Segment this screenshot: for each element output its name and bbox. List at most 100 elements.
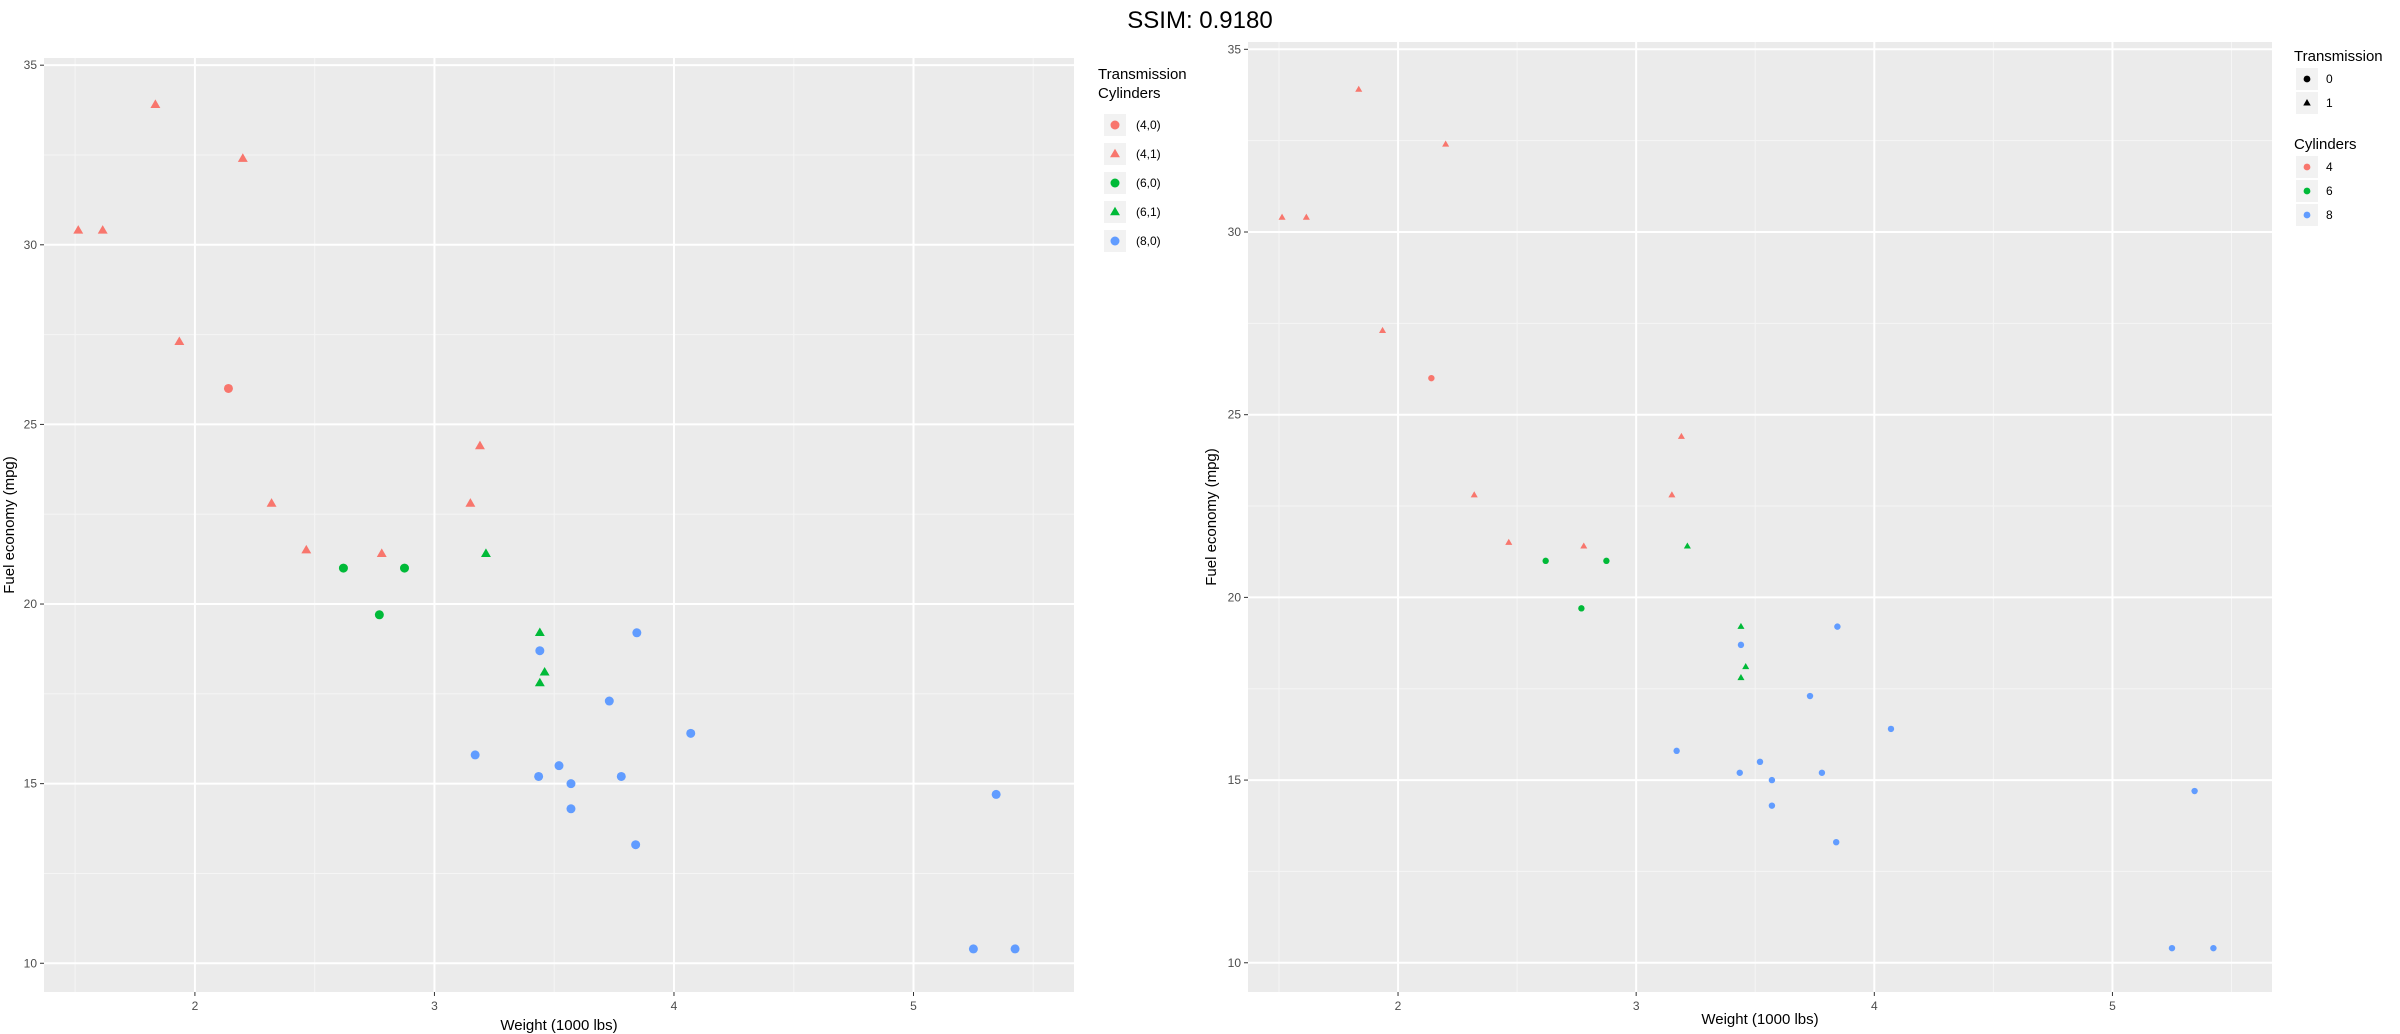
data-point (470, 750, 480, 760)
legend-label: (4,1) (1136, 147, 1161, 161)
data-point (632, 628, 642, 638)
y-tick-label: 25 (24, 417, 38, 431)
data-point (991, 789, 1001, 799)
data-point (1737, 673, 1745, 681)
data-point (1683, 542, 1691, 549)
data-point (535, 646, 545, 656)
data-point (604, 696, 614, 706)
legend-label: (6,1) (1136, 205, 1161, 219)
y-tick-label: 10 (24, 956, 38, 970)
data-point (1756, 758, 1764, 766)
data-point (266, 498, 277, 507)
legend-marker (2303, 187, 2311, 195)
data-point (1278, 213, 1286, 220)
x-tick-label: 5 (910, 999, 917, 1013)
legend-label: 6 (2326, 184, 2333, 198)
data-point (301, 544, 312, 554)
data-point (174, 336, 185, 346)
x-axis-label: Weight (1000 lbs) (1701, 1011, 1818, 1028)
data-point (631, 840, 641, 850)
y-tick-label: 35 (24, 58, 38, 72)
data-point (534, 771, 544, 781)
y-tick-label: 35 (1228, 42, 1242, 56)
data-point (374, 610, 384, 620)
y-tick-label: 20 (1228, 590, 1242, 604)
x-tick-label: 3 (1633, 999, 1640, 1013)
data-point (1834, 623, 1841, 630)
data-point (480, 548, 491, 557)
data-point (1806, 692, 1814, 700)
data-point (338, 563, 348, 573)
data-point (1668, 491, 1676, 498)
data-point (1818, 769, 1826, 776)
data-point (616, 771, 626, 781)
legend-marker (2303, 75, 2311, 83)
data-point (1736, 769, 1743, 776)
data-point (1302, 213, 1310, 220)
legend-title: Transmission (1098, 66, 1187, 83)
data-point (539, 666, 550, 676)
data-point (1442, 140, 1450, 147)
data-point (1428, 374, 1435, 382)
data-point (1578, 605, 1585, 612)
data-point (1505, 538, 1513, 545)
data-point (686, 728, 696, 738)
plot-panel (44, 58, 1074, 992)
data-point (2210, 944, 2217, 952)
data-point (465, 498, 476, 507)
data-point (1580, 542, 1588, 549)
plot-panel (1248, 42, 2272, 992)
legend-marker (2303, 211, 2311, 219)
data-point (968, 944, 978, 954)
legend-marker (1110, 178, 1120, 188)
legend-label: (8,0) (1136, 234, 1161, 248)
data-point (1673, 747, 1680, 755)
data-point (534, 677, 545, 687)
y-tick-label: 30 (24, 238, 38, 252)
data-point (474, 440, 485, 450)
y-tick-label: 25 (1228, 408, 1242, 422)
legend-label: 8 (2326, 208, 2333, 222)
legend-marker (2303, 98, 2311, 106)
data-point (1887, 725, 1895, 733)
y-tick-label: 30 (1228, 225, 1242, 239)
x-tick-label: 4 (1871, 999, 1878, 1013)
data-point (2191, 787, 2198, 795)
legend-marker (1110, 120, 1120, 130)
legend: Transmission Cylinders (4,0) (4,1) (6,0) (6,1… (1098, 66, 1187, 252)
data-point (237, 153, 248, 162)
data-point (73, 225, 84, 234)
data-point (1677, 432, 1685, 439)
data-point (566, 804, 576, 814)
data-point (554, 761, 564, 771)
data-point (1603, 557, 1610, 565)
data-point (1737, 622, 1745, 629)
data-point (1768, 776, 1776, 784)
x-tick-label: 4 (671, 999, 678, 1013)
legend-marker (1110, 206, 1120, 216)
data-point (223, 383, 233, 393)
legend-marker (1110, 236, 1120, 246)
data-point (1379, 326, 1387, 333)
x-axis-label: Weight (1000 lbs) (500, 1017, 617, 1034)
y-tick-label: 15 (24, 777, 38, 791)
legend-label: 4 (2326, 160, 2333, 174)
data-point (534, 627, 545, 637)
legend-label: 1 (2326, 96, 2333, 110)
legend-label: (6,0) (1136, 176, 1161, 190)
data-point (1833, 838, 1840, 846)
figure-title: SSIM: 0.9180 (1127, 7, 1272, 34)
data-point (1542, 557, 1549, 565)
y-tick-label: 20 (24, 597, 38, 611)
data-point (1010, 944, 1020, 954)
y-tick-label: 10 (1228, 956, 1242, 970)
legend: Transmission 0 1 Cylinders 4 6 8 (2294, 48, 2383, 226)
data-point (1768, 802, 1776, 809)
y-axis-label: Fuel economy (mpg) (1, 456, 18, 594)
legend-label: (4,0) (1136, 118, 1161, 132)
legend-title: Cylinders (1098, 85, 1161, 102)
x-tick-label: 2 (1395, 999, 1402, 1013)
data-point (1742, 663, 1750, 670)
data-point (1737, 641, 1745, 649)
